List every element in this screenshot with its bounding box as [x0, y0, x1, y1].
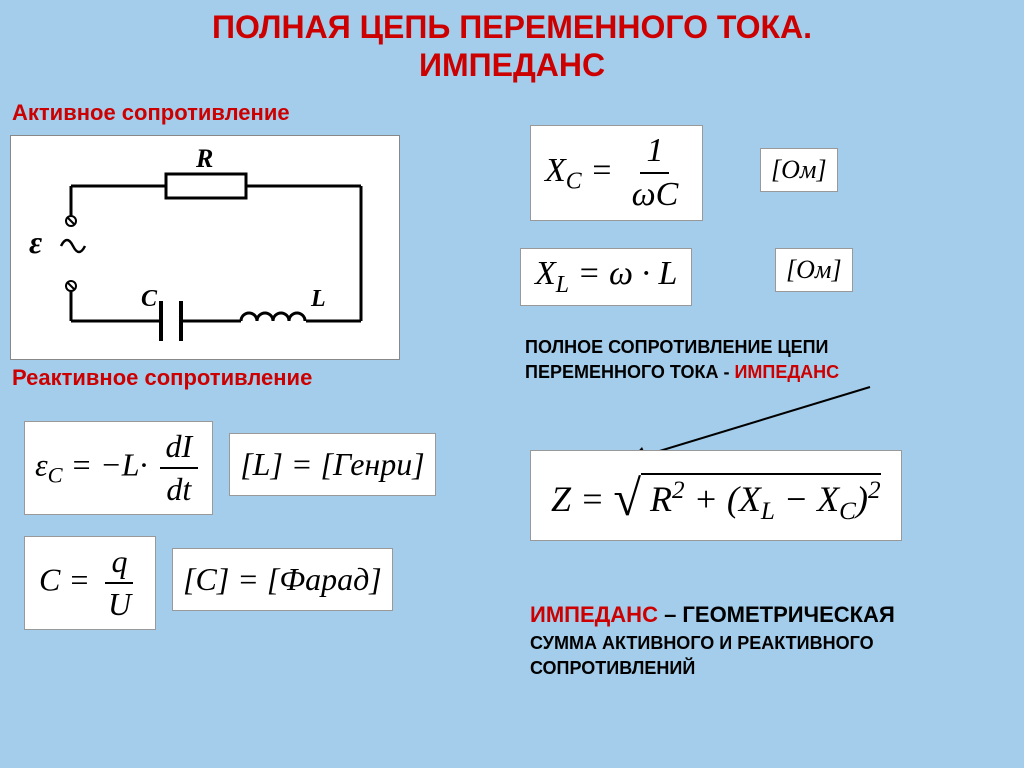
xc-den-a: ω: [632, 176, 656, 213]
xc-sub: C: [566, 169, 582, 195]
page-title: ПОЛНАЯ ЦЕПЬ ПЕРЕМЕННОГО ТОКА. ИМПЕДАНС: [0, 0, 1024, 85]
circuit-emf: ε: [29, 224, 42, 261]
emf-coef: L: [122, 446, 140, 482]
xc-unit: Ом: [781, 155, 816, 184]
full-res-2b: ИМПЕДАНС: [734, 362, 839, 382]
xc-lhs: X: [545, 152, 566, 189]
desc-impedance: ИМПЕДАНС – ГЕОМЕТРИЧЕСКАЯ СУММА АКТИВНОГ…: [530, 600, 895, 681]
xl-a: ω: [609, 255, 633, 292]
label-reactive: Реактивное сопротивление: [12, 365, 312, 391]
formula-xl: XL = ω · L: [520, 248, 692, 306]
circuit-C: C: [141, 286, 157, 313]
unit-emf: [L] = [Генри]: [229, 433, 436, 496]
emf-den: dt: [160, 469, 197, 508]
title-line2: ИМПЕДАНС: [419, 47, 605, 83]
emf-num: dI: [160, 428, 199, 469]
unit-cap: [C] = [Фарад]: [172, 548, 393, 611]
title-line1: ПОЛНАЯ ЦЕПЬ ПЕРЕМЕННОГО ТОКА.: [212, 9, 812, 45]
xc-num: 1: [640, 132, 669, 174]
circuit-diagram: R C L ε: [10, 135, 400, 360]
z-xc: X: [817, 479, 839, 519]
z-r: R: [650, 479, 672, 519]
unit-xl: [Ом]: [775, 248, 853, 292]
z-lhs: Z: [551, 479, 571, 519]
xl-lhs: X: [535, 255, 556, 292]
xl-sub: L: [556, 272, 569, 298]
emf-lhs: ε: [35, 446, 48, 482]
formula-cap: C = qU: [24, 536, 156, 630]
z-xc-sub: C: [839, 498, 856, 525]
imp-3: СОПРОТИВЛЕНИЙ: [530, 658, 695, 678]
formula-cap-group: C = qU [C] = [Фарад]: [10, 530, 407, 636]
formula-emf-group: εC = −L· dIdt [L] = [Генри]: [10, 415, 450, 521]
cap-unit: Фарад: [279, 561, 369, 597]
imp-1a: ИМПЕДАНС: [530, 602, 658, 627]
z-xl: X: [739, 479, 761, 519]
emf-sign: −: [100, 446, 122, 482]
emf-sub: C: [48, 463, 63, 488]
cap-lhs: C: [39, 561, 60, 597]
full-res-1: ПОЛНОЕ СОПРОТИВЛЕНИЕ ЦЕПИ: [525, 337, 828, 357]
formula-z: Z = √ R2 + (XL − XC)2: [530, 450, 902, 541]
desc-full-res: ПОЛНОЕ СОПРОТИВЛЕНИЕ ЦЕПИ ПЕРЕМЕННОГО ТО…: [525, 335, 839, 385]
emf-unit: Генри: [333, 446, 412, 482]
formula-emf: εC = −L· dIdt: [24, 421, 213, 515]
xl-unit: Ом: [796, 255, 831, 284]
imp-2: СУММА АКТИВНОГО И РЕАКТИВНОГО: [530, 633, 874, 653]
formula-xc: XC = 1ωC: [530, 125, 703, 221]
cap-unit-sym: C: [196, 561, 217, 597]
emf-unit-sym: L: [253, 446, 271, 482]
unit-xc: [Ом]: [760, 148, 838, 192]
label-active: Активное сопротивление: [12, 100, 290, 126]
xl-b: L: [659, 255, 678, 292]
z-xl-sub: L: [761, 498, 775, 525]
circuit-L: L: [311, 286, 326, 313]
cap-num: q: [105, 543, 133, 584]
full-res-2a: ПЕРЕМЕННОГО ТОКА -: [525, 362, 734, 382]
imp-1b: – ГЕОМЕТРИЧЕСКАЯ: [658, 602, 895, 627]
circuit-R: R: [196, 144, 213, 174]
cap-den: U: [102, 584, 137, 623]
xc-den-b: C: [656, 176, 679, 213]
